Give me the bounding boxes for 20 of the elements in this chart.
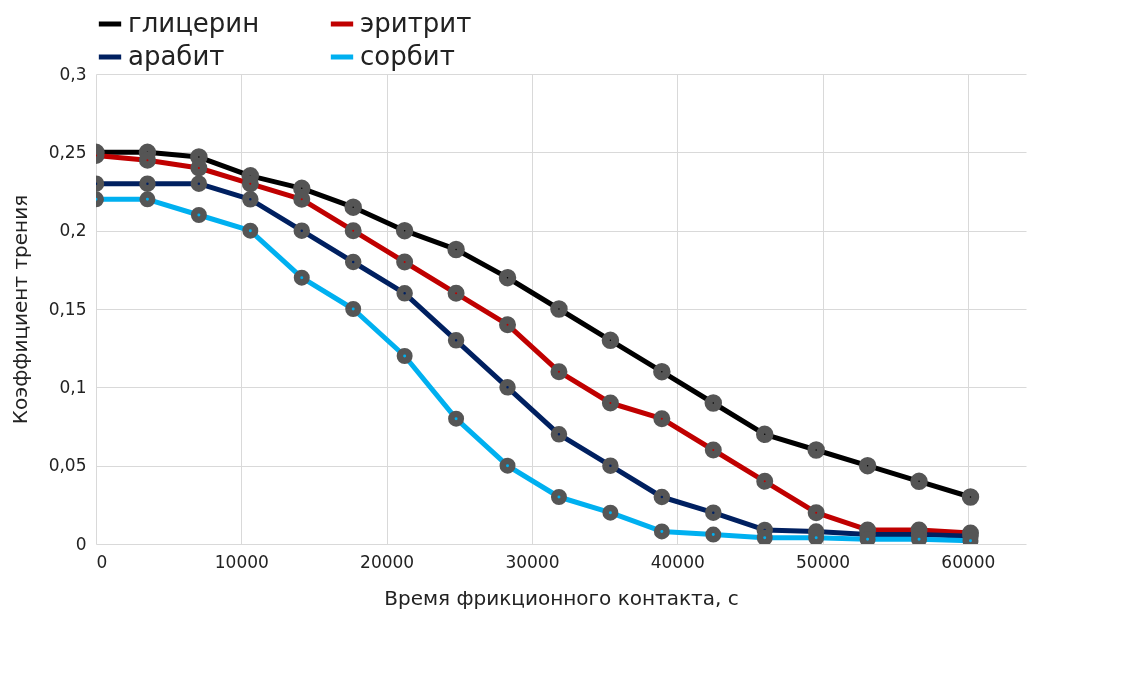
y-axis-title: Коэффициент трения — [7, 194, 32, 425]
x-axis-title: Время фрикционного контакта, с — [384, 585, 739, 610]
y-tick-label: 0,3 — [59, 63, 87, 84]
x-tick-label: 10000 — [214, 551, 269, 572]
x-tick-label: 40000 — [650, 551, 705, 572]
legend-label: арабит — [128, 41, 225, 71]
x-tick-label: 60000 — [941, 551, 996, 572]
x-tick-label: 50000 — [796, 551, 851, 572]
y-tick-label: 0,05 — [48, 455, 87, 476]
y-tick-label: 0 — [75, 533, 87, 554]
y-tick-label: 0,1 — [59, 376, 87, 397]
y-tick-label: 0,15 — [48, 298, 87, 319]
legend-label: глицерин — [128, 8, 260, 38]
legend-label: сорбит — [360, 41, 455, 71]
y-tick-label: 0,2 — [59, 220, 87, 241]
legend-label: эритрит — [360, 8, 472, 38]
x-tick-label: 0 — [96, 551, 108, 572]
x-tick-label: 20000 — [360, 551, 415, 572]
y-tick-label: 0,25 — [48, 141, 87, 162]
x-tick-label: 30000 — [505, 551, 560, 572]
